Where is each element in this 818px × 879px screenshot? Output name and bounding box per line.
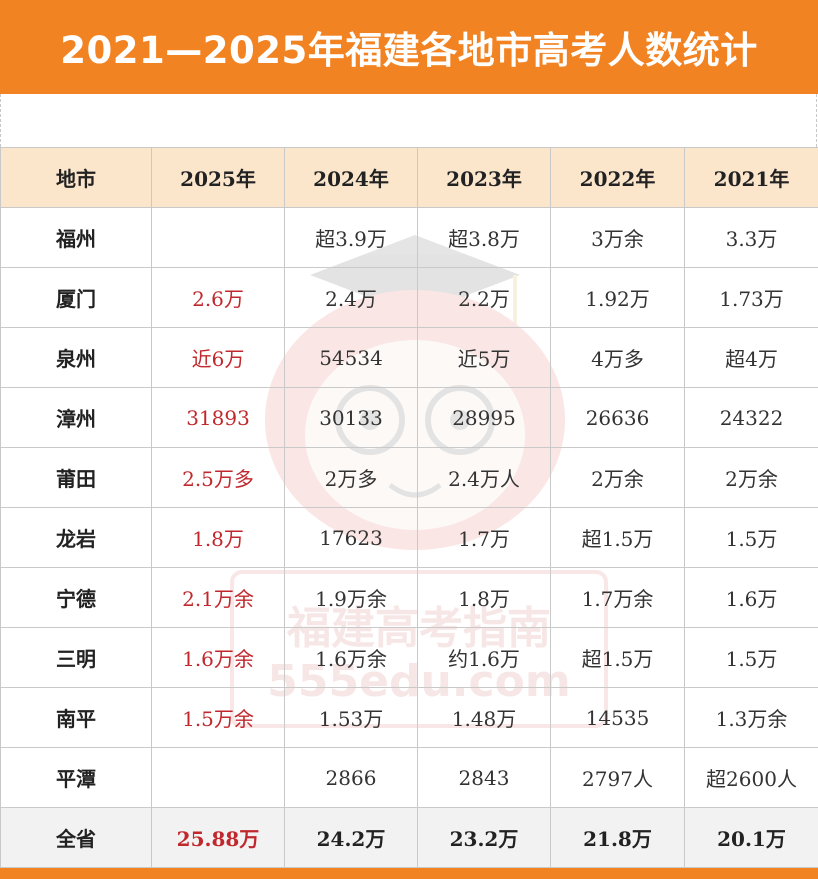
column-header: 2025年 (151, 147, 285, 208)
city-cell: 宁德 (0, 567, 152, 628)
city-cell: 龙岩 (0, 507, 152, 568)
city-cell: 平潭 (0, 747, 152, 808)
total-value: 25.88万 (151, 807, 285, 868)
value-cell: 24322 (684, 387, 818, 448)
value-cell: 1.7万余 (550, 567, 685, 628)
city-cell: 福州 (0, 207, 152, 268)
column-header: 2021年 (684, 147, 818, 208)
value-cell: 2万多 (284, 447, 418, 508)
value-cell: 1.53万 (284, 687, 418, 748)
table-row: 漳州 31893 30133 28995 26636 24322 (0, 387, 818, 448)
value-cell: 28995 (417, 387, 551, 448)
value-cell: 30133 (284, 387, 418, 448)
value-cell: 超1.5万 (550, 627, 685, 688)
value-cell: 1.6万余 (151, 627, 285, 688)
value-cell: 1.5万 (684, 507, 818, 568)
table-row: 平潭 2866 2843 2797人 超2600人 (0, 747, 818, 808)
header-row: 地市 2025年 2024年 2023年 2022年 2021年 (0, 147, 818, 208)
table-row: 莆田 2.5万多 2万多 2.4万人 2万余 2万余 (0, 447, 818, 508)
value-cell: 14535 (550, 687, 685, 748)
bottom-bar (0, 868, 818, 879)
value-cell: 2.4万 (284, 267, 418, 328)
value-cell: 超4万 (684, 327, 818, 388)
value-cell: 2.4万人 (417, 447, 551, 508)
city-cell: 南平 (0, 687, 152, 748)
value-cell: 2.2万 (417, 267, 551, 328)
value-cell: 31893 (151, 387, 285, 448)
value-cell (151, 747, 285, 808)
value-cell: 超2600人 (684, 747, 818, 808)
value-cell: 近6万 (151, 327, 285, 388)
value-cell (151, 207, 285, 268)
value-cell: 2866 (284, 747, 418, 808)
total-value: 20.1万 (684, 807, 818, 868)
value-cell: 超3.8万 (417, 207, 551, 268)
city-cell: 泉州 (0, 327, 152, 388)
value-cell: 超3.9万 (284, 207, 418, 268)
value-cell: 近5万 (417, 327, 551, 388)
value-cell: 2797人 (550, 747, 685, 808)
table-row: 南平 1.5万余 1.53万 1.48万 14535 1.3万余 (0, 687, 818, 748)
table-row: 宁德 2.1万余 1.9万余 1.8万 1.7万余 1.6万 (0, 567, 818, 628)
value-cell: 2.1万余 (151, 567, 285, 628)
value-cell: 2.6万 (151, 267, 285, 328)
value-cell: 2万余 (684, 447, 818, 508)
table-header: 地市 2025年 2024年 2023年 2022年 2021年 (0, 147, 818, 208)
spacer-row (0, 94, 817, 147)
table-body: 福州 超3.9万 超3.8万 3万余 3.3万 厦门 2.6万 2.4万 2.2万 1.92万 1.… (0, 207, 818, 868)
column-header: 2022年 (550, 147, 685, 208)
stats-table: 地市 2025年 2024年 2023年 2022年 2021年 福州 超3.9万 超3.8万… (0, 147, 818, 868)
value-cell: 2万余 (550, 447, 685, 508)
value-cell: 1.8万 (151, 507, 285, 568)
column-header: 2023年 (417, 147, 551, 208)
total-value: 21.8万 (550, 807, 685, 868)
table-row: 三明 1.6万余 1.6万余 约1.6万 超1.5万 1.5万 (0, 627, 818, 688)
table-row: 泉州 近6万 54534 近5万 4万多 超4万 (0, 327, 818, 388)
total-value: 24.2万 (284, 807, 418, 868)
city-cell: 厦门 (0, 267, 152, 328)
value-cell: 1.7万 (417, 507, 551, 568)
value-cell: 3万余 (550, 207, 685, 268)
value-cell: 17623 (284, 507, 418, 568)
value-cell: 1.73万 (684, 267, 818, 328)
page-title: 2021—2025年福建各地市高考人数统计 (60, 29, 758, 72)
value-cell: 1.48万 (417, 687, 551, 748)
value-cell: 超1.5万 (550, 507, 685, 568)
city-cell: 漳州 (0, 387, 152, 448)
value-cell: 1.6万余 (284, 627, 418, 688)
value-cell: 3.3万 (684, 207, 818, 268)
value-cell: 1.3万余 (684, 687, 818, 748)
value-cell: 1.8万 (417, 567, 551, 628)
title-bar: 2021—2025年福建各地市高考人数统计 (0, 0, 818, 94)
column-header: 2024年 (284, 147, 418, 208)
total-value: 23.2万 (417, 807, 551, 868)
city-cell: 三明 (0, 627, 152, 688)
value-cell: 1.92万 (550, 267, 685, 328)
value-cell: 2843 (417, 747, 551, 808)
table-row: 厦门 2.6万 2.4万 2.2万 1.92万 1.73万 (0, 267, 818, 328)
total-row: 全省 25.88万 24.2万 23.2万 21.8万 20.1万 (0, 807, 818, 868)
table-row: 福州 超3.9万 超3.8万 3万余 3.3万 (0, 207, 818, 268)
value-cell: 4万多 (550, 327, 685, 388)
city-cell: 莆田 (0, 447, 152, 508)
value-cell: 约1.6万 (417, 627, 551, 688)
value-cell: 1.5万余 (151, 687, 285, 748)
value-cell: 1.5万 (684, 627, 818, 688)
value-cell: 1.6万 (684, 567, 818, 628)
value-cell: 26636 (550, 387, 685, 448)
total-label: 全省 (0, 807, 152, 868)
value-cell: 54534 (284, 327, 418, 388)
table-row: 龙岩 1.8万 17623 1.7万 超1.5万 1.5万 (0, 507, 818, 568)
value-cell: 2.5万多 (151, 447, 285, 508)
value-cell: 1.9万余 (284, 567, 418, 628)
column-header: 地市 (0, 147, 152, 208)
